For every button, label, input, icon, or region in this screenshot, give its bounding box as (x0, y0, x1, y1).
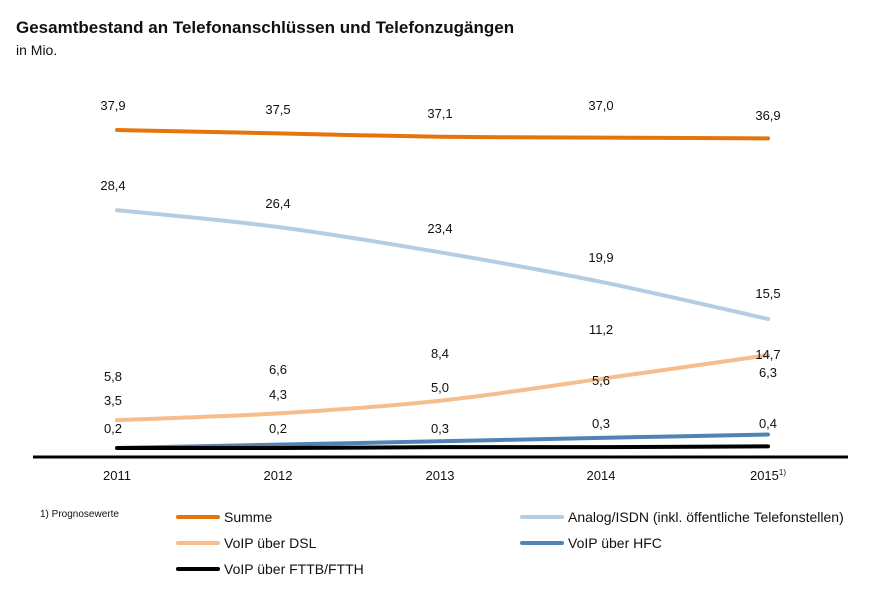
data-label: 0,4 (759, 416, 777, 431)
legend-item: VoIP über HFC (520, 535, 662, 551)
legend-item: VoIP über DSL (176, 535, 316, 551)
series-line-2 (115, 353, 770, 423)
series-line-3 (115, 432, 770, 450)
legend-item: Analog/ISDN (inkl. öffentliche Telefonst… (520, 509, 844, 525)
data-label: 0,2 (269, 421, 287, 436)
data-label: 19,9 (588, 250, 613, 265)
x-tick-label: 2012 (264, 468, 293, 483)
data-label: 0,2 (104, 421, 122, 436)
chart-subtitle: in Mio. (16, 42, 58, 58)
footnote: 1) Prognosewerte (40, 509, 119, 520)
legend-swatch (176, 541, 220, 545)
legend-swatch (520, 515, 564, 519)
series-line-4 (115, 444, 770, 451)
series-line-1 (115, 208, 770, 321)
legend-label: VoIP über FTTB/FTTH (224, 561, 364, 577)
data-label: 3,5 (104, 393, 122, 408)
data-label: 14,7 (755, 347, 780, 362)
x-tick-label: 2011 (103, 468, 131, 483)
legend-label: Summe (224, 509, 273, 525)
legend-label: VoIP über DSL (224, 535, 317, 551)
legend-label: Analog/ISDN (inkl. öffentliche Telefonst… (568, 509, 844, 525)
legend-swatch (176, 567, 220, 571)
data-label: 6,3 (759, 365, 777, 380)
data-label: 37,0 (588, 98, 613, 113)
data-label: 37,1 (427, 106, 452, 121)
legend-item: Summe (176, 509, 272, 525)
legend-label: VoIP über HFC (568, 535, 662, 551)
data-label: 5,6 (592, 373, 610, 388)
data-label: 37,5 (265, 102, 290, 117)
data-label: 11,2 (589, 322, 613, 337)
series-line-0 (115, 128, 770, 141)
data-label: 36,9 (755, 108, 780, 123)
legend-swatch (176, 515, 220, 519)
data-label: 5,8 (104, 369, 122, 384)
legend-item: VoIP über FTTB/FTTH (176, 561, 364, 577)
data-label: 23,4 (427, 221, 452, 236)
x-tick-label: 20151) (750, 468, 786, 483)
chart-title: Gesamtbestand an Telefonanschlüssen und … (16, 18, 515, 37)
data-label: 15,5 (755, 286, 780, 301)
data-label: 8,4 (431, 346, 449, 361)
data-label: 26,4 (265, 196, 290, 211)
data-label: 37,9 (100, 98, 125, 113)
data-label: 6,6 (269, 362, 287, 377)
x-tick-label: 2014 (587, 468, 616, 483)
data-label: 0,3 (431, 421, 449, 436)
legend-swatch (520, 541, 564, 545)
data-label: 0,3 (592, 416, 610, 431)
data-label: 4,3 (269, 387, 287, 402)
data-label: 5,0 (431, 380, 449, 395)
data-label: 28,4 (100, 178, 125, 193)
x-tick-label: 2013 (426, 468, 455, 483)
